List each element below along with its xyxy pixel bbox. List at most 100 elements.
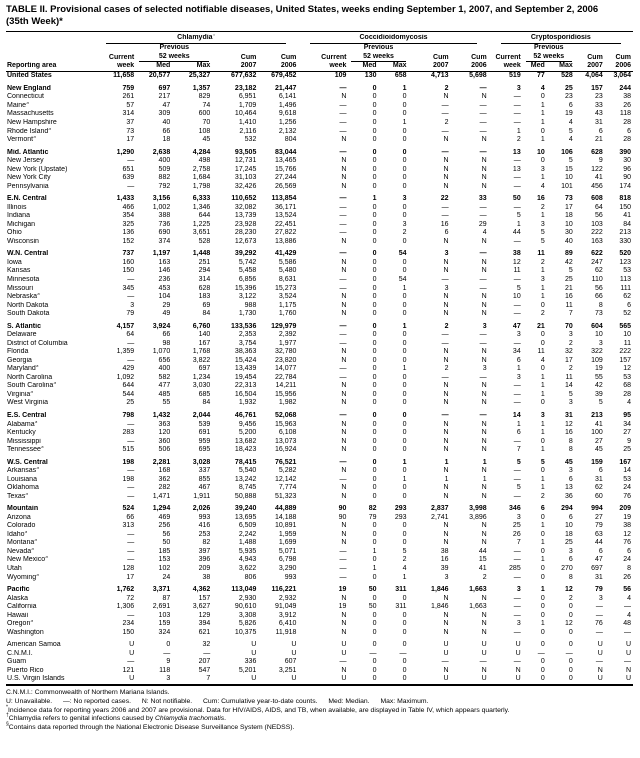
value-cell: 129 [198, 611, 211, 619]
value-cell: 3 [516, 513, 521, 521]
value-cell: 57 [126, 101, 135, 109]
value-cell: N [481, 348, 487, 356]
value-cell: 8 [627, 565, 631, 572]
value-cell: 697 [198, 365, 211, 373]
value-cell: 3,028 [192, 458, 211, 466]
value-cell: N [341, 437, 347, 445]
value-cell: — [513, 399, 521, 407]
value-cell: — [513, 276, 521, 283]
value-cell: 55 [595, 373, 603, 381]
value-cell: — [595, 658, 603, 666]
value-cell: 2,116 [239, 127, 257, 135]
value-cell: 0 [568, 675, 573, 683]
value-cell: 509 [158, 165, 171, 173]
value-cell: 0 [372, 658, 377, 666]
cum-label: Cum [240, 53, 257, 61]
value-cell: 37 [126, 118, 135, 126]
value-cell: 1 [444, 458, 449, 466]
value-cell: 30 [623, 157, 631, 165]
value-cell: 174 [619, 182, 631, 190]
value-cell: 4 [402, 565, 407, 572]
reporting-area-cell: Nevada§ [7, 547, 34, 555]
value-cell: 6,141 [278, 93, 297, 101]
value-cell: 157 [198, 594, 211, 602]
value-cell: 639 [122, 174, 135, 182]
value-cell: 111 [620, 284, 631, 292]
value-cell: — [479, 127, 487, 135]
value-cell: 1,433 [116, 195, 135, 203]
value-cell: 17,245 [234, 165, 257, 173]
value-cell: 10 [512, 293, 521, 301]
reporting-area-cell: S. Atlantic [7, 322, 41, 330]
value-cell: 469 [158, 513, 171, 521]
value-cell: N [341, 666, 347, 674]
table-row: Ohio 136 690 3,651 28,230 27,822—0 2 6 4 44 5 30 222… [6, 229, 633, 238]
value-cell: — [441, 203, 449, 211]
value-cell: 6 [568, 556, 573, 564]
value-cell: 13,739 [234, 212, 257, 220]
table-row: New England 759 697 1,357 23,182 21,447 — 0 1 2 — 3… [6, 85, 633, 94]
value-cell: — [441, 411, 449, 419]
med-header: Med [522, 61, 547, 73]
value-cell: 6,410 [278, 620, 297, 628]
value-cell: 157 [619, 356, 631, 364]
value-cell: 17 [564, 356, 573, 364]
value-cell: 33 [595, 101, 603, 109]
value-cell: — [513, 301, 521, 309]
table-row: North Dakota 3 29 69 988 1,175 N 0 0 N N — 0 11 8 6 [6, 302, 633, 311]
value-cell: 0 [372, 348, 377, 356]
value-cell: 0 [540, 437, 545, 445]
value-cell: 48 [623, 620, 631, 628]
value-cell: 396 [198, 556, 211, 564]
value-cell: — [339, 148, 347, 156]
reporting-area-cell: Mid. Atlantic [7, 148, 49, 156]
value-cell: 1 [540, 382, 545, 390]
value-cell: 4 [540, 356, 545, 364]
value-cell: 0 [402, 356, 407, 364]
value-cell: — [513, 475, 521, 483]
value-cell: 5,826 [238, 620, 257, 628]
value-cell: 0 [372, 165, 377, 173]
value-cell: — [479, 658, 487, 666]
value-cell: 690 [158, 229, 171, 237]
value-cell: N [481, 594, 487, 602]
value-cell: 1,496 [278, 101, 297, 109]
value-cell: 13,073 [274, 437, 297, 445]
reporting-area-cell: Ohio [7, 229, 22, 237]
current-label: Current [495, 53, 521, 61]
value-cell: 12,142 [274, 475, 297, 483]
value-cell: 0 [402, 301, 407, 309]
value-cell: 798 [122, 411, 135, 419]
table-row: Connecticut 261 217 829 6,951 6,141 N 0 0 N N — 0 23 2… [6, 93, 633, 102]
value-cell: N [443, 437, 449, 445]
value-cell: 400 [158, 365, 171, 373]
value-cell: 3 [540, 165, 545, 173]
weeks-label: 52 weeks [523, 53, 575, 62]
value-cell: 15 [564, 165, 573, 173]
value-cell: 251 [198, 258, 211, 266]
value-cell: 0 [372, 203, 377, 211]
value-cell: — [127, 492, 135, 500]
value-cell: 314 [122, 110, 135, 118]
value-cell: 0 [372, 182, 377, 190]
value-cell: N [481, 293, 487, 301]
value-cell: 3,064 [613, 72, 631, 80]
reporting-area-cell: Indiana [7, 212, 30, 220]
value-cell: 32,082 [234, 203, 257, 211]
value-cell: 66 [595, 293, 603, 301]
reporting-area-cell: Nebraska§ [7, 293, 40, 301]
value-cell: 1,488 [238, 539, 257, 547]
value-cell: 1,959 [278, 530, 297, 538]
reporting-area-cell: North Dakota [7, 301, 49, 309]
value-cell: 0 [372, 437, 377, 445]
value-cell: 345 [122, 284, 135, 292]
value-cell: 110 [591, 276, 603, 283]
value-cell: 9 [166, 658, 171, 666]
value-cell: 56 [623, 586, 631, 594]
value-cell: 38 [623, 522, 631, 530]
spacer-cell [409, 44, 451, 52]
reporting-area-cell: E.S. Central [7, 411, 47, 419]
value-cell: 628 [591, 148, 603, 156]
value-cell: 18 [564, 212, 573, 220]
value-cell: 628 [198, 284, 211, 292]
